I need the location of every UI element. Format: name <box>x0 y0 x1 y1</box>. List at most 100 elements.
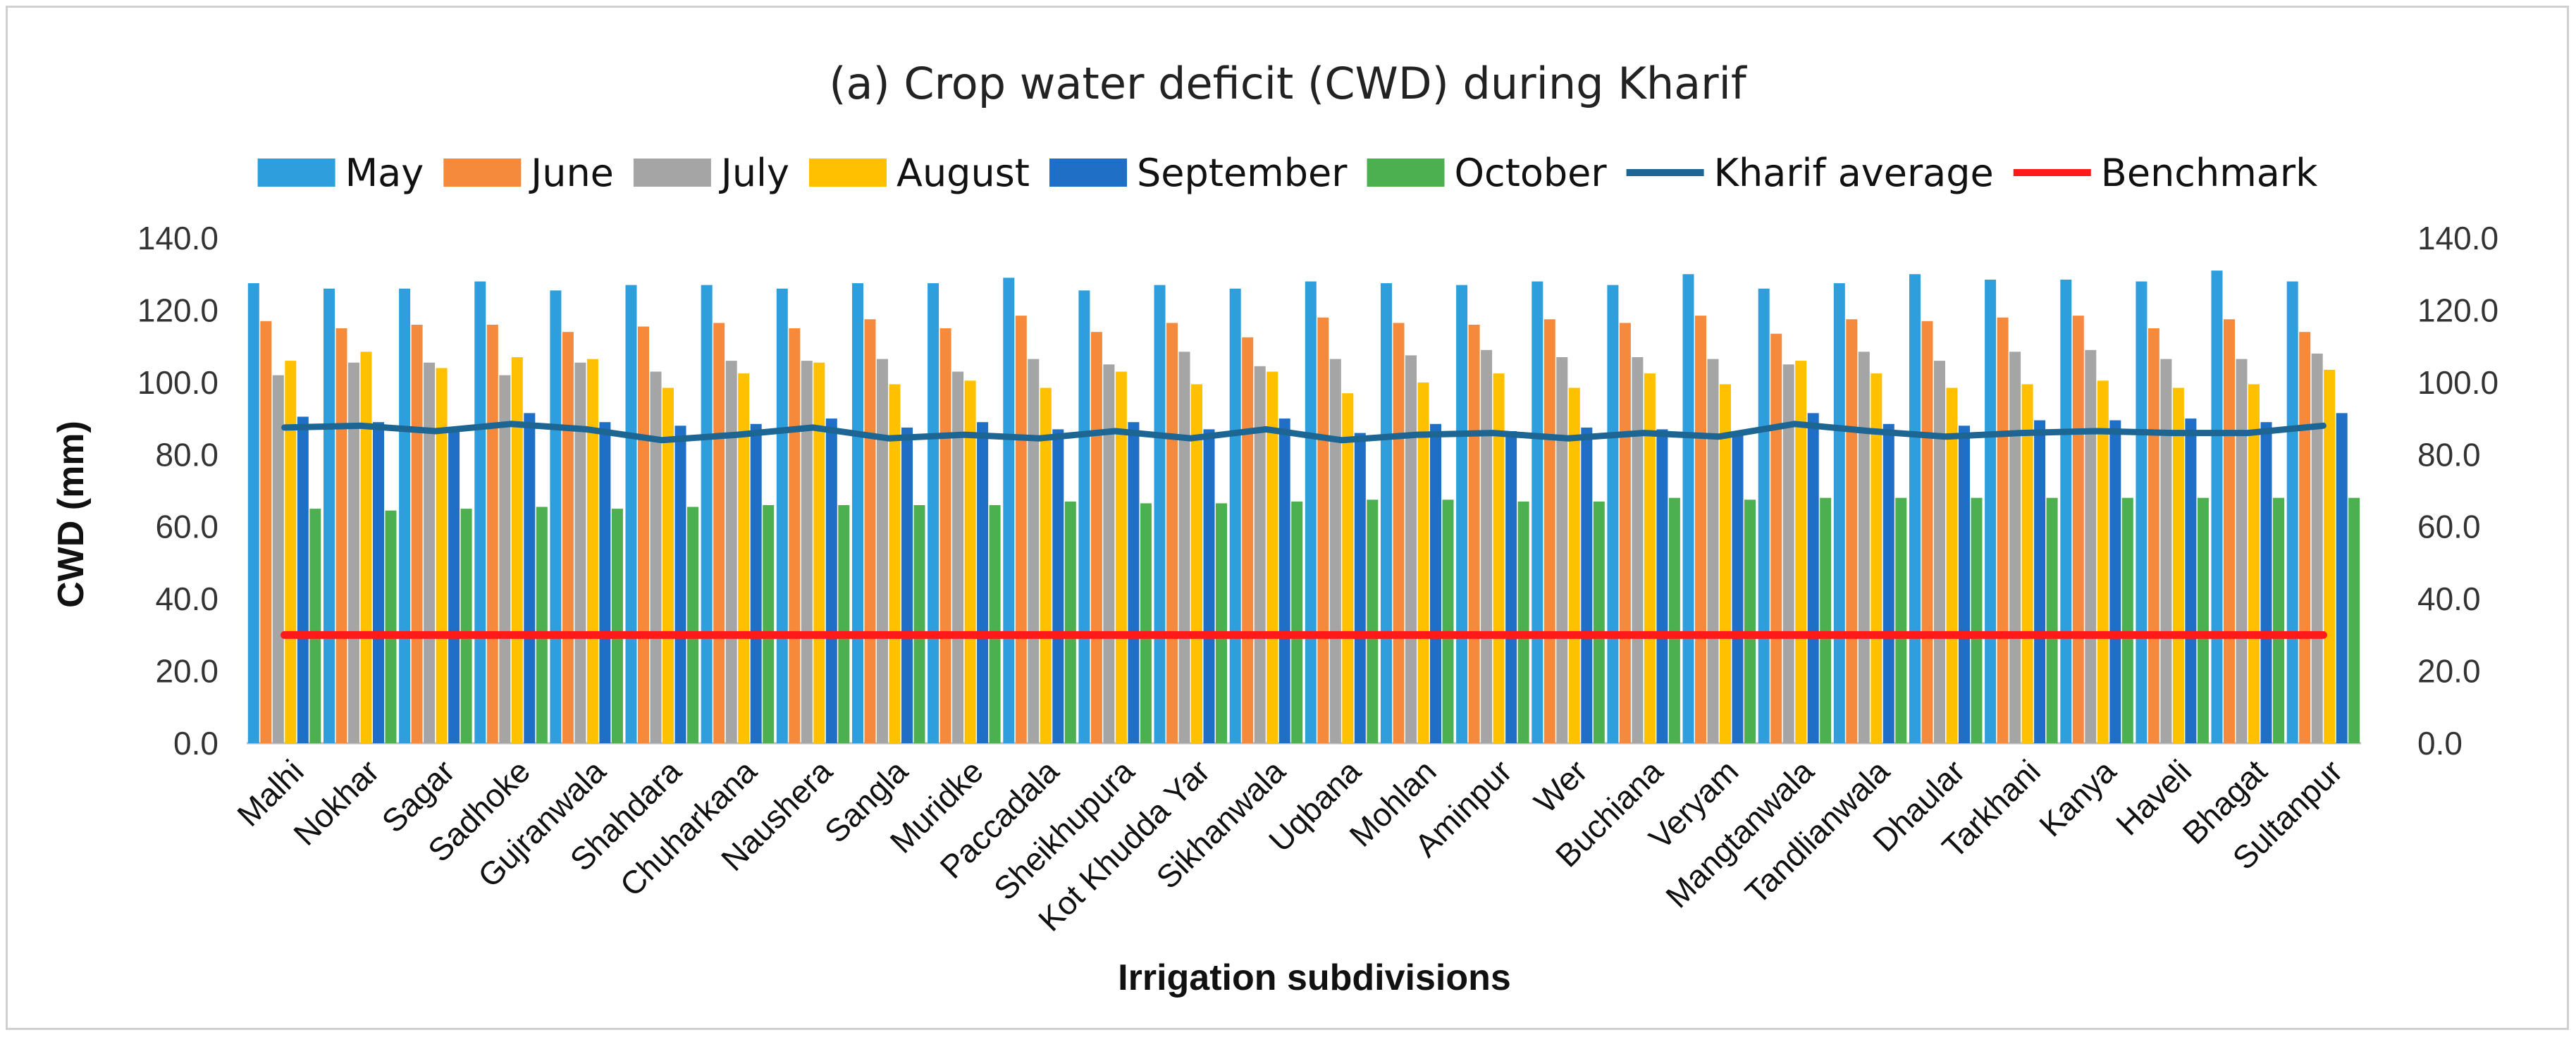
y-tick-left-4: 80.0 <box>155 436 218 473</box>
bar-september-15 <box>1430 423 1441 743</box>
bar-october-12 <box>1216 503 1227 743</box>
bar-august-11 <box>1115 371 1127 743</box>
bar-july-18 <box>1632 357 1644 743</box>
bar-may-5 <box>625 285 637 744</box>
bar-may-27 <box>2286 281 2298 743</box>
bar-october-19 <box>1744 499 1756 743</box>
bar-may-11 <box>1078 290 1090 743</box>
legend-label-september: September <box>1137 151 1348 195</box>
bar-june-26 <box>2224 319 2235 743</box>
bar-july-23 <box>2009 352 2021 743</box>
y-tick-right-0: 0.0 <box>2417 725 2463 762</box>
bar-august-16 <box>1493 373 1505 743</box>
y-axis-right: 0.0 20.0 40.0 60.0 80.0 100.0 120.0 140.0 <box>2417 220 2498 762</box>
y-tick-right-4: 80.0 <box>2417 436 2481 473</box>
bar-may-2 <box>399 288 411 743</box>
legend-swatch-july <box>633 159 711 187</box>
bar-october-16 <box>1517 501 1529 743</box>
bar-october-7 <box>838 505 850 743</box>
legend-swatch-august <box>809 159 887 187</box>
bar-june-8 <box>864 319 876 743</box>
bar-june-11 <box>1090 332 1102 743</box>
bar-july-3 <box>499 375 511 743</box>
bar-may-0 <box>247 283 259 743</box>
bar-july-5 <box>650 371 662 743</box>
chart-title: (a) Crop water deficit (CWD) during Khar… <box>829 58 1748 109</box>
bar-october-6 <box>763 505 775 743</box>
bar-august-1 <box>360 352 372 743</box>
bar-august-18 <box>1644 373 1656 743</box>
bar-october-13 <box>1291 501 1303 743</box>
bar-october-15 <box>1442 499 1454 743</box>
legend-label-kharif-average: Kharif average <box>1714 151 1994 195</box>
bar-august-6 <box>738 373 750 743</box>
bar-july-1 <box>348 362 359 743</box>
bar-may-6 <box>701 285 713 744</box>
bar-september-22 <box>1959 426 1970 743</box>
bar-october-21 <box>1895 497 1907 743</box>
bar-september-1 <box>373 422 384 743</box>
bar-august-21 <box>1871 373 1882 743</box>
legend-label-june: June <box>529 151 614 195</box>
bar-september-4 <box>599 422 611 743</box>
legend-swatch-june <box>443 159 522 187</box>
bar-september-18 <box>1656 429 1668 743</box>
bar-june-21 <box>1846 319 1858 743</box>
bar-july-17 <box>1556 357 1568 743</box>
bar-august-8 <box>889 384 901 743</box>
bar-september-6 <box>750 423 762 743</box>
bar-july-24 <box>2085 349 2097 743</box>
bar-october-4 <box>611 509 623 743</box>
bar-may-3 <box>474 281 486 743</box>
y-tick-right-5: 100.0 <box>2417 364 2498 401</box>
bar-october-2 <box>460 509 472 743</box>
bar-june-4 <box>562 332 574 743</box>
bar-june-3 <box>486 324 498 743</box>
bar-september-9 <box>977 422 989 743</box>
bar-may-4 <box>550 290 562 743</box>
bar-september-25 <box>2185 418 2197 743</box>
bar-september-21 <box>1882 423 1894 743</box>
bar-july-27 <box>2311 353 2323 743</box>
bar-september-8 <box>901 427 913 743</box>
bar-october-1 <box>385 510 397 743</box>
y-tick-right-2: 40.0 <box>2417 580 2481 617</box>
bar-june-20 <box>1770 333 1782 743</box>
bar-october-25 <box>2197 497 2209 743</box>
bar-september-10 <box>1052 429 1064 743</box>
bar-may-13 <box>1229 288 1241 743</box>
bar-august-5 <box>663 387 674 743</box>
x-axis-categories: MalhiNokharSagarSadhokeGujranwalaShahdar… <box>230 752 2349 938</box>
bar-october-0 <box>309 509 321 743</box>
bar-june-5 <box>638 326 649 743</box>
bar-july-15 <box>1405 355 1417 743</box>
bar-august-20 <box>1795 361 1807 743</box>
bar-august-13 <box>1267 371 1278 743</box>
bar-june-17 <box>1543 319 1555 743</box>
bar-september-24 <box>2109 420 2121 743</box>
x-tick-24: Kanya <box>2032 752 2123 843</box>
bar-july-19 <box>1707 359 1719 744</box>
bar-july-21 <box>1858 352 1870 743</box>
bar-june-27 <box>2299 332 2311 743</box>
bar-july-12 <box>1178 352 1190 743</box>
bar-may-1 <box>323 288 335 743</box>
bar-october-20 <box>1820 497 1832 743</box>
bar-september-23 <box>2034 420 2046 743</box>
bar-july-25 <box>2160 359 2172 744</box>
bar-october-9 <box>989 505 1001 743</box>
bar-september-17 <box>1581 427 1593 743</box>
bar-june-15 <box>1393 323 1405 743</box>
bar-october-10 <box>1064 501 1076 743</box>
bar-july-7 <box>801 361 813 743</box>
bar-september-0 <box>297 416 309 743</box>
bar-june-13 <box>1242 337 1254 743</box>
series-lines <box>281 421 2327 639</box>
legend-label-august: August <box>896 151 1030 195</box>
legend-label-october: October <box>1455 151 1608 195</box>
bar-may-24 <box>2060 279 2072 743</box>
bar-july-20 <box>1782 364 1794 744</box>
bar-october-17 <box>1593 501 1605 743</box>
bar-june-18 <box>1619 323 1631 743</box>
bar-july-2 <box>424 362 436 743</box>
